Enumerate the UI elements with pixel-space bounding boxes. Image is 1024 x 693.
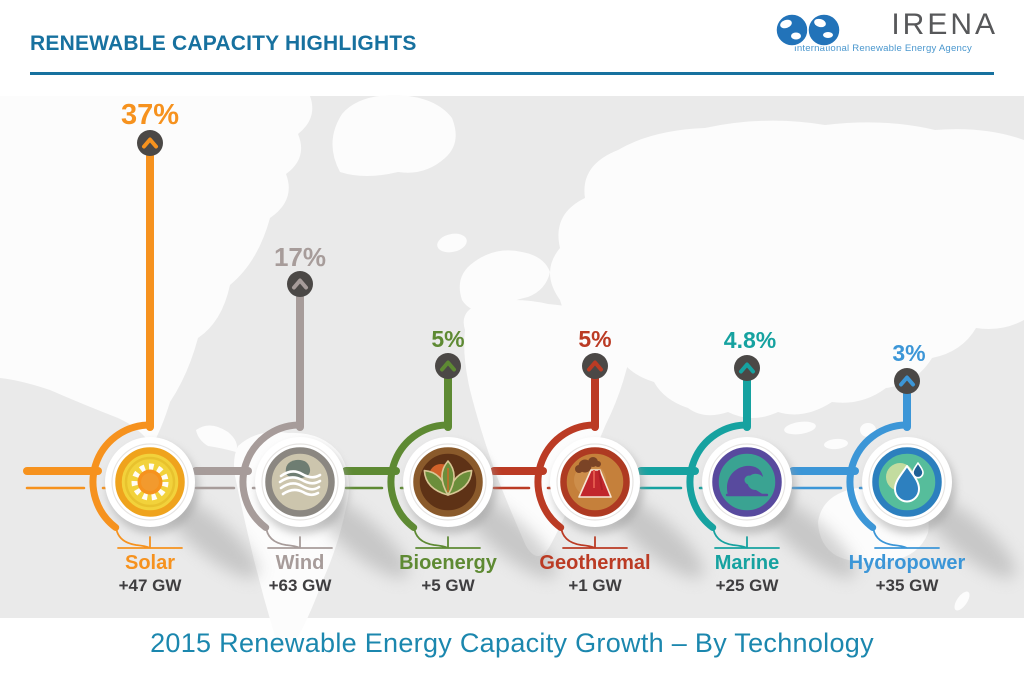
hydropower-label: Hydropower: [848, 552, 966, 574]
irena-wordmark: IRENA: [891, 8, 998, 41]
marine-up-arrow-icon: [734, 355, 760, 381]
bioenergy-growth-percent: 5%: [431, 326, 465, 352]
world-map-background: [0, 95, 1024, 650]
continent-north-america: [0, 96, 313, 446]
marine-capacity-value: +25 GW: [715, 576, 779, 595]
wind-up-arrow-icon: [287, 271, 313, 297]
irena-globes-icon: [775, 13, 841, 47]
geothermal-up-arrow-icon: [582, 353, 608, 379]
solar-growth-percent: 37%: [120, 99, 180, 131]
growth-arrows: [137, 130, 920, 394]
chart-caption: 2015 Renewable Energy Capacity Growth – …: [150, 628, 874, 658]
hydropower-growth-percent: 3%: [892, 340, 926, 366]
page-title: RENEWABLE CAPACITY HIGHLIGHTS: [30, 32, 417, 55]
wind-label: Wind: [275, 552, 325, 574]
volcano-icon: [550, 437, 640, 527]
geothermal-growth-percent: 5%: [578, 326, 612, 352]
sun-icon: [105, 437, 195, 527]
hydropower-capacity-value: +35 GW: [875, 576, 939, 595]
geothermal-capacity-value: +1 GW: [568, 576, 622, 595]
wind-icon: [255, 437, 345, 527]
solar-up-arrow-icon: [137, 130, 163, 156]
leaf-icon: [403, 437, 493, 527]
continent-greenland: [332, 95, 456, 176]
irena-subtitle: International Renewable Energy Agency: [793, 43, 973, 54]
hydropower-up-arrow-icon: [894, 368, 920, 394]
wave-icon: [702, 437, 792, 527]
bioenergy-label: Bioenergy: [399, 552, 497, 574]
water-drop-icon: [862, 437, 952, 527]
marine-growth-percent: 4.8%: [723, 327, 777, 353]
solar-label: Solar: [124, 552, 176, 574]
continent-europe: [459, 250, 550, 313]
marine-pipe: [637, 366, 780, 549]
bioenergy-capacity-value: +5 GW: [421, 576, 475, 595]
header-divider: [30, 72, 994, 75]
wind-capacity-value: +63 GW: [268, 576, 332, 595]
wind-growth-percent: 17%: [273, 242, 327, 272]
solar-capacity-value: +47 GW: [118, 576, 182, 595]
irena-logo: IRENA International Renewable Energy Age…: [768, 8, 998, 54]
marine-label: Marine: [714, 552, 780, 574]
bioenergy-up-arrow-icon: [435, 353, 461, 379]
hydropower-pipe: [789, 379, 940, 549]
geothermal-label: Geothermal: [539, 552, 651, 574]
